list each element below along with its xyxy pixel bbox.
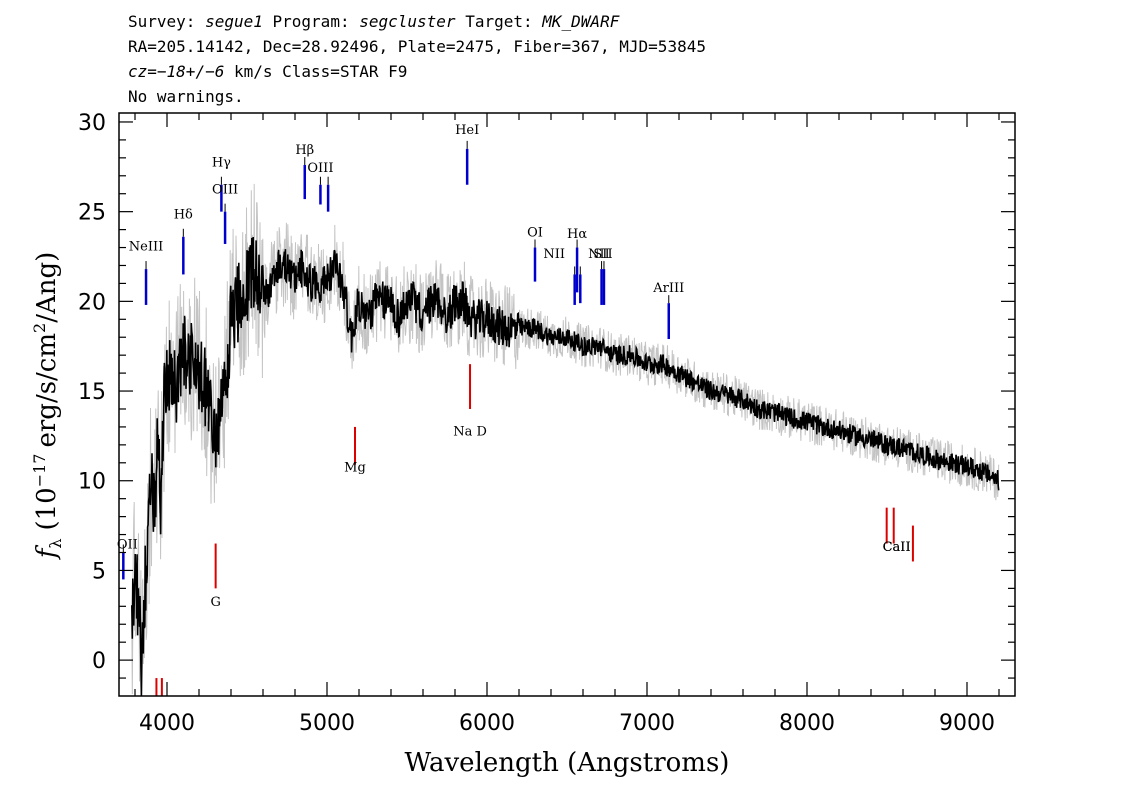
axis-ticks: 4000 5000 6000 7000 8000 9000 0 5 10 15 20 25 30 [78,111,1015,736]
header-line-3: cz=−18+/−6 km/s Class=STAR F9 [128,62,407,81]
header-line-2: RA=205.14142, Dec=28.92496, Plate=2475, … [128,37,706,56]
target-label: Target: [465,12,532,31]
y-title-unit: erg/s/cm [32,333,62,448]
absorption-line-label: Mg [344,460,366,475]
cz-label: cz= [128,62,157,81]
y-title-mid: (10 [32,487,62,530]
absorption-line-label: G [210,595,220,610]
emission-line-label: OIII [212,182,238,197]
x-tick-label: 7000 [619,711,675,736]
target-value: MK_DWARF [541,12,619,31]
absorption-line-label: CaII [883,540,911,555]
emission-line-label: OIII [307,161,333,176]
x-axis-title: Wavelength (Angstroms) [405,748,730,778]
plot-frame [118,112,1016,697]
y-tick-label: 20 [78,290,106,315]
emission-line-label: OII [117,537,138,552]
y-tick-label: 0 [92,649,106,674]
survey-value: segue1 [205,12,263,31]
emission-line-label: ArIII [652,281,684,296]
y-tick-label: 15 [78,380,106,405]
x-tick-label: 5000 [299,711,355,736]
x-tick-label: 6000 [459,711,515,736]
emission-line-label: OI [527,225,543,240]
y-title-exp2: 2 [30,323,49,333]
absorption-line-label: Na D [453,424,487,439]
header: Survey: segue1 Program: segcluster Targe… [128,12,706,106]
y-title-end: /Ang) [32,252,62,323]
x-tick-label: 9000 [939,711,995,736]
emission-line-label: SII [593,247,612,262]
emission-line-label: NeIII [129,240,163,255]
program-value: segcluster [359,12,456,31]
y-tick-label: 5 [92,559,106,584]
emission-line-label: Hα [567,227,587,242]
x-tick-label: 4000 [139,711,195,736]
emission-line-label: NII [588,247,610,262]
cz-value: −18+/−6 [157,62,224,81]
flux-series [131,236,1000,696]
program-label: Program: [273,12,350,31]
emission-line-label: HeI [455,123,479,138]
spectral-line-markers [122,140,914,696]
emission-line-label: Hδ [174,207,193,222]
survey-label: Survey: [128,12,195,31]
plot-area [122,140,1000,696]
header-line-1: Survey: segue1 Program: segcluster Targe… [128,12,620,31]
absorption-line-label: CaII [883,540,911,555]
class-text: km/s Class=STAR F9 [224,62,407,81]
y-tick-label: 10 [78,470,106,495]
y-tick-label: 25 [78,201,106,226]
x-tick-label: 8000 [779,711,835,736]
y-axis-title: fλ(10−17erg/s/cm2/Ang) [30,252,65,561]
emission-line-label: Hβ [295,143,314,158]
emission-line-label: NII [543,247,565,262]
header-line-4: No warnings. [128,87,244,106]
y-tick-label: 30 [78,111,106,136]
emission-line-label: Hγ [212,155,231,170]
spectral-line-labels: OIINeIIIHδHγOIIIHβOIIIHeIOINIIHαNIISIIAr… [117,123,911,610]
y-title-exp: −17 [30,454,49,488]
y-title-sub: λ [46,539,65,549]
